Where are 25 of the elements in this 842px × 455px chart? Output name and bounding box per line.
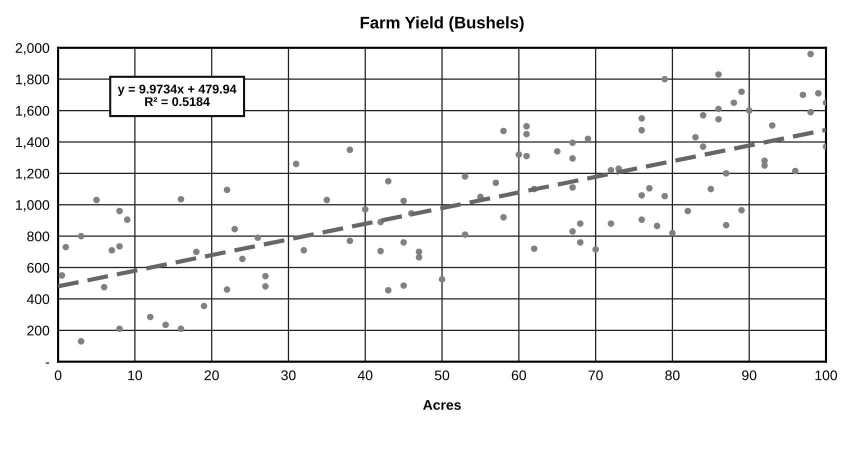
x-tick-label: 50: [434, 370, 450, 380]
y-tick-label: 1,200: [16, 168, 50, 180]
y-tick-label: 1,400: [16, 137, 50, 149]
annotation: y = 9.9734x + 479.94 R² = 0.5184: [118, 84, 236, 106]
x-tick-label: 80: [665, 370, 680, 380]
y-tick-label: 600: [27, 262, 50, 273]
x-tick-label: 20: [204, 370, 219, 380]
y-tick-label: 1,800: [16, 74, 50, 86]
y-tick-label: 2,000: [16, 43, 50, 55]
x-tick-label: 90: [742, 370, 756, 380]
x-tick-label: 40: [358, 370, 372, 380]
x-tick-label: 60: [512, 370, 526, 380]
y-tick-label: 1,000: [16, 200, 50, 212]
x-tick-label: 30: [281, 370, 296, 380]
x-tick-label: 10: [128, 370, 142, 380]
y-tick-label: 200: [27, 326, 50, 336]
x-tick-label: 100: [815, 370, 838, 380]
chart-title: Farm Yield (Bushels): [360, 16, 524, 32]
x-tick-label: 70: [588, 370, 603, 380]
y-tick-label: 800: [27, 231, 50, 242]
x-tick-label: 0: [54, 370, 62, 380]
y-tick-label: -: [46, 362, 50, 364]
y-tick-label: 1,600: [16, 106, 50, 118]
x-axis-title: Acres: [423, 400, 461, 410]
y-tick-label: 400: [26, 294, 50, 304]
